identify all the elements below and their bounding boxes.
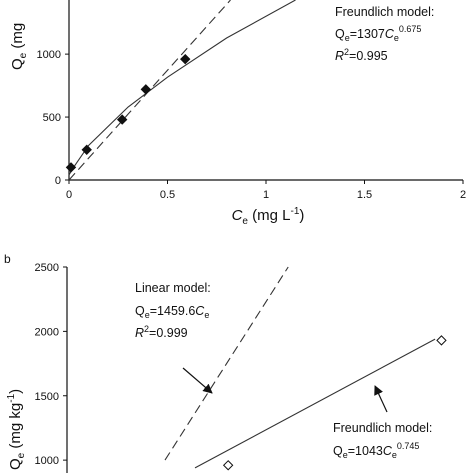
x-label-part: C: [232, 207, 243, 224]
annotation-title: Freundlich model:: [335, 5, 434, 19]
x-label-part: (mg L: [248, 207, 291, 224]
data-point: [222, 460, 234, 471]
y-label-part: (mg kg: [7, 403, 24, 453]
y-tick-label: 1000: [35, 455, 59, 467]
eq-sub: e: [204, 310, 209, 320]
eq-part: Q: [135, 304, 145, 318]
x-label-part: ): [299, 207, 304, 224]
y-label-sub: e: [18, 52, 29, 58]
r2-part: =0.999: [149, 326, 188, 340]
r2-part: R: [135, 326, 144, 340]
annotation-r2: R2=0.999: [135, 324, 188, 340]
y-label-part: Q: [7, 458, 24, 470]
x-axis-label: Ce (mg L-1): [232, 206, 305, 227]
y-label-sub: e: [16, 452, 27, 458]
annotation-equation: Qe=1307Ce0.675: [335, 24, 421, 43]
eq-sub: e: [394, 33, 399, 43]
data-point: [140, 84, 152, 95]
y-axis-label: Qe (mg: [9, 23, 29, 70]
y-tick-label: 1500: [35, 391, 59, 403]
arrow: [182, 367, 213, 394]
linear-fit: [164, 266, 289, 461]
eq-part: C: [195, 304, 205, 318]
x-tick-label: 0.5: [160, 189, 175, 201]
eq-part: =1307: [350, 27, 385, 41]
y-label-part: (mg: [9, 23, 26, 53]
y-label-sup: -1: [6, 393, 17, 402]
r2-part: R: [335, 49, 344, 63]
annotation-r2: R2=0.995: [335, 47, 388, 63]
eq-part: C: [385, 27, 395, 41]
y-label-part: ): [7, 389, 24, 394]
freundlich-fit: [194, 338, 436, 469]
eq-sub: e: [343, 450, 348, 460]
annotation-title: Linear model:: [135, 281, 211, 295]
eq-sup: 0.675: [399, 24, 422, 34]
panel-label: b: [4, 252, 11, 266]
x-label-sup: -1: [291, 206, 300, 217]
eq-part: =1043: [348, 444, 383, 458]
data-point: [65, 162, 77, 173]
eq-part: Q: [335, 27, 345, 41]
y-label-part: Q: [9, 58, 26, 70]
r2-sup: 2: [144, 324, 149, 334]
data-point: [81, 144, 92, 155]
freundlich-fit: [68, 0, 296, 176]
x-tick-label: 2: [460, 189, 466, 201]
x-label-sub: e: [242, 216, 248, 227]
annotation-equation: Qe=1043Ce0.745: [333, 441, 419, 460]
eq-sup: 0.745: [397, 441, 420, 451]
eq-part: =1459.6: [150, 304, 196, 318]
y-tick-label: 2500: [35, 262, 59, 274]
eq-part: Q: [333, 444, 343, 458]
r2-part: =0.995: [349, 49, 388, 63]
x-tick-label: 0: [66, 189, 72, 201]
annotation-equation: Qe=1459.6Ce: [135, 304, 209, 320]
y-tick-label: 2000: [35, 326, 59, 338]
eq-sub: e: [392, 450, 397, 460]
data-point: [436, 335, 447, 346]
eq-sub: e: [345, 33, 350, 43]
eq-part: C: [383, 444, 393, 458]
arrow: [374, 385, 388, 413]
r2-sup: 2: [344, 47, 349, 57]
annotation-title: Freundlich model:: [333, 421, 432, 435]
data-point: [116, 114, 128, 125]
x-tick-label: 1: [263, 189, 269, 201]
y-axis-label: Qe (mg kg-1): [6, 389, 27, 470]
y-tick-label: 1000: [37, 49, 61, 61]
eq-sub: e: [145, 310, 150, 320]
y-tick-label: 500: [43, 112, 61, 124]
data-point: [180, 53, 191, 65]
x-tick-label: 1.5: [357, 189, 372, 201]
y-tick-label: 0: [55, 175, 61, 187]
